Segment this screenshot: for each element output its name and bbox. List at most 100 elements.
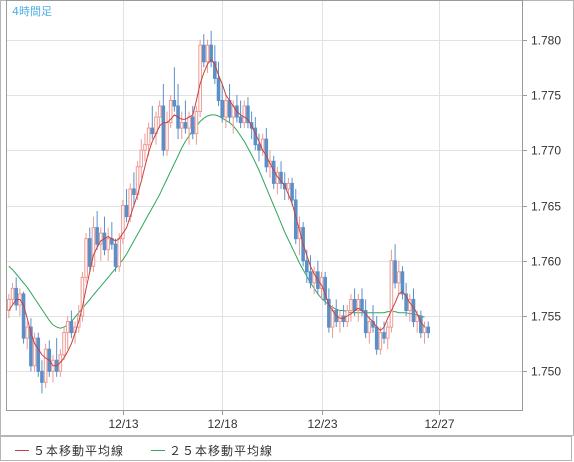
candle (21, 291, 26, 344)
candle (190, 106, 195, 140)
legend-swatch-ma5 (15, 450, 29, 451)
candle-body (25, 326, 30, 339)
x-tick-label: 12/13 (108, 417, 138, 431)
candle-body (227, 99, 232, 118)
candle-body (10, 287, 15, 300)
legend-label-ma5: ５本移動平均線 (33, 444, 125, 458)
candle-body (106, 238, 110, 251)
x-axis-ticks: 12/13 12/18 12/23 12/27 (108, 410, 455, 431)
candle-body (165, 122, 169, 151)
ma5-polyline (8, 58, 425, 367)
candle-body (341, 315, 346, 323)
candle-body (14, 287, 18, 306)
candle-body (422, 326, 427, 334)
candle (62, 327, 66, 361)
candle (198, 39, 202, 118)
candle-body (363, 310, 368, 334)
candle (183, 100, 188, 134)
candle (179, 111, 184, 140)
timeframe-label: 4時間足 (12, 5, 52, 18)
candle (209, 30, 213, 68)
candle-body (36, 337, 41, 372)
candle (10, 282, 15, 305)
y-tick-label: 1.765 (531, 200, 561, 214)
candle-body (102, 232, 107, 251)
candle-body (396, 271, 401, 284)
candle (382, 321, 386, 344)
x-tick-label: 12/23 (307, 417, 337, 431)
candle (312, 266, 316, 294)
candle-body (286, 182, 291, 190)
candle-body (305, 260, 309, 273)
candle (87, 227, 92, 272)
candle (246, 97, 250, 129)
y-tick-label: 1.770 (531, 144, 561, 158)
y-tick-label: 1.760 (531, 255, 561, 269)
legend-item-ma25: ２５本移動平均線 (151, 442, 273, 459)
candle (146, 122, 151, 156)
candle (220, 83, 224, 123)
candle (65, 316, 70, 350)
candle-body (21, 293, 26, 339)
candle-body (132, 188, 136, 195)
candle-body (62, 332, 66, 356)
candle-body (290, 182, 294, 201)
candle-body (411, 298, 416, 323)
candle (172, 67, 177, 112)
candle (32, 332, 37, 372)
candle (308, 255, 313, 289)
candle-body (99, 232, 103, 245)
candle-body (117, 238, 121, 267)
ma25-polyline (8, 114, 425, 329)
x-tick-label: 12/27 (424, 417, 454, 431)
candle-body (69, 321, 74, 334)
candle-body (312, 271, 316, 284)
candle (102, 216, 107, 256)
candle (338, 310, 342, 333)
candle-body (43, 348, 48, 383)
y-axis-ticks: 1.780 1.775 1.770 1.765 1.760 1.755 1.750 (522, 34, 561, 379)
candle (80, 271, 85, 322)
candle-body (91, 227, 96, 267)
candle-body (385, 326, 390, 339)
candle-body (264, 138, 269, 168)
candle-body (415, 315, 419, 323)
candle (224, 94, 228, 129)
candle-body (172, 99, 177, 107)
candle (422, 321, 427, 344)
candle-body (157, 105, 162, 118)
candle (43, 343, 48, 388)
candle (279, 161, 283, 189)
candle-body (187, 116, 191, 129)
candle (389, 249, 394, 333)
candle (25, 321, 30, 350)
candle (124, 188, 129, 223)
candle-body (349, 298, 353, 312)
candle-body (213, 61, 217, 79)
candle-body (124, 205, 129, 218)
candle (205, 39, 210, 73)
candle-body (209, 44, 213, 63)
candle-body (330, 310, 335, 328)
candle-body (400, 271, 405, 295)
candle-body (374, 326, 379, 350)
candle-body (40, 370, 44, 383)
candle-body (205, 44, 210, 63)
candle (202, 34, 206, 68)
y-tick-label: 1.775 (531, 89, 561, 103)
candle (341, 304, 346, 328)
candle-body (382, 332, 386, 339)
candle-body (327, 298, 331, 328)
candle-body (202, 44, 206, 63)
candle-body (95, 227, 99, 245)
candle (349, 293, 353, 322)
candle (132, 172, 136, 206)
candle-body (246, 105, 250, 124)
candle (378, 327, 383, 355)
y-tick-label: 1.750 (531, 365, 561, 379)
candle-body (168, 99, 173, 124)
candle-body (393, 260, 397, 284)
plot-border (0, 0, 574, 436)
candle (121, 199, 125, 245)
x-tick-label: 12/18 (207, 417, 237, 431)
